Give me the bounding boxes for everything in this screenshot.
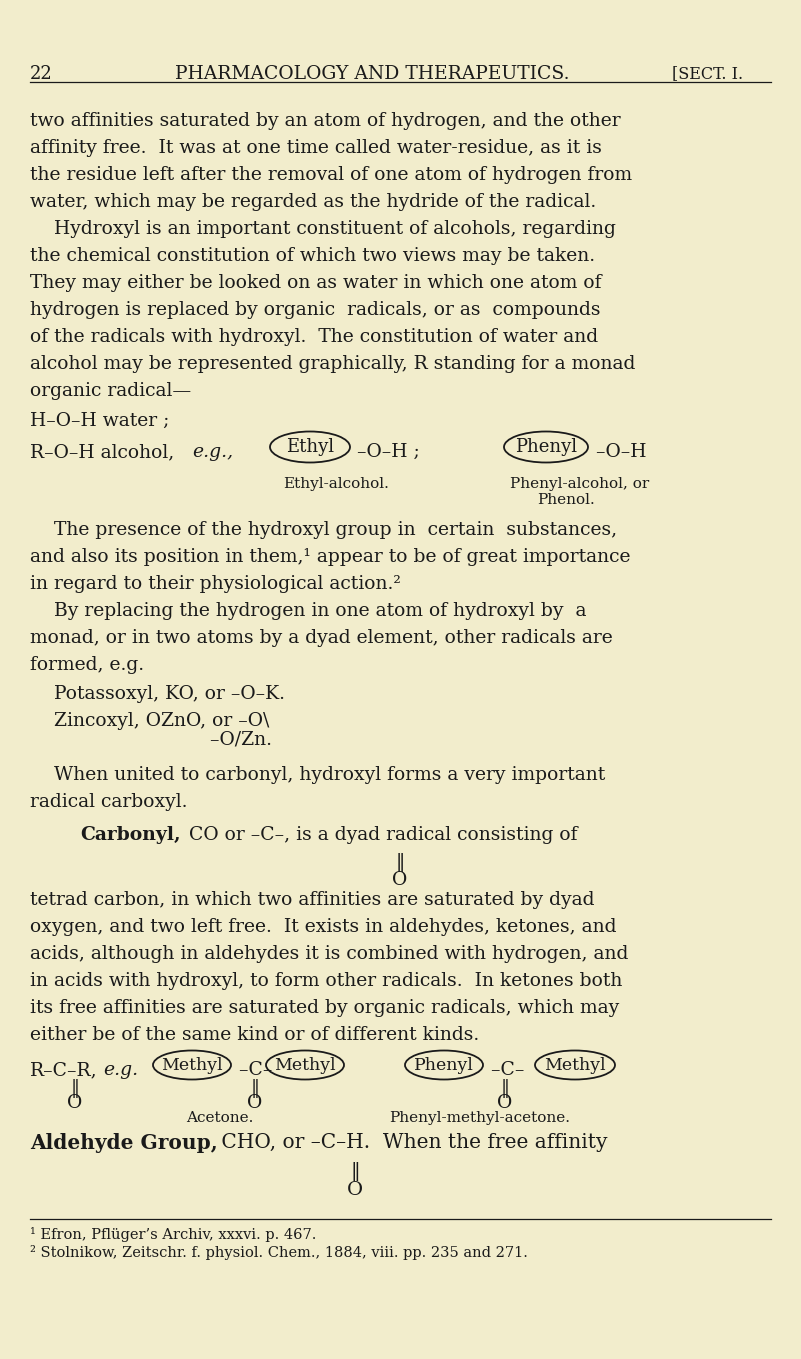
Text: of the radicals with hydroxyl.  The constitution of water and: of the radicals with hydroxyl. The const… bbox=[30, 328, 598, 347]
Text: O: O bbox=[67, 1094, 83, 1112]
Text: either be of the same kind or of different kinds.: either be of the same kind or of differe… bbox=[30, 1026, 479, 1044]
Text: [SECT. I.: [SECT. I. bbox=[672, 65, 743, 82]
Text: Zincoxyl, OZnO, or –O\: Zincoxyl, OZnO, or –O\ bbox=[30, 712, 269, 730]
Text: formed, e.g.: formed, e.g. bbox=[30, 656, 144, 674]
Text: Acetone.: Acetone. bbox=[187, 1112, 254, 1125]
Text: H–O–H water ;: H–O–H water ; bbox=[30, 412, 169, 429]
Text: By replacing the hydrogen in one atom of hydroxyl by  a: By replacing the hydrogen in one atom of… bbox=[30, 602, 586, 620]
Text: in acids with hydroxyl, to form other radicals.  In ketones both: in acids with hydroxyl, to form other ra… bbox=[30, 972, 622, 989]
Text: two affinities saturated by an atom of hydrogen, and the other: two affinities saturated by an atom of h… bbox=[30, 111, 621, 130]
Text: ¹ Efron, Pflüger’s Archiv, xxxvi. p. 467.: ¹ Efron, Pflüger’s Archiv, xxxvi. p. 467… bbox=[30, 1227, 316, 1242]
Text: and also its position in them,¹ appear to be of great importance: and also its position in them,¹ appear t… bbox=[30, 548, 630, 565]
Text: radical carboxyl.: radical carboxyl. bbox=[30, 794, 187, 811]
Text: Potassoxyl, KO, or –O–K.: Potassoxyl, KO, or –O–K. bbox=[30, 685, 285, 703]
Text: 22: 22 bbox=[30, 65, 53, 83]
Text: ‖: ‖ bbox=[501, 1079, 509, 1098]
Text: ‖: ‖ bbox=[251, 1079, 260, 1098]
Text: –O/Zn.: –O/Zn. bbox=[30, 731, 272, 749]
Text: Phenol.: Phenol. bbox=[537, 493, 595, 507]
Text: organic radical—: organic radical— bbox=[30, 382, 191, 400]
Text: O: O bbox=[347, 1181, 363, 1199]
Text: R–C–R,: R–C–R, bbox=[30, 1061, 98, 1079]
Text: Ethyl-alcohol.: Ethyl-alcohol. bbox=[283, 477, 388, 491]
Text: O: O bbox=[392, 871, 408, 889]
Text: –C–: –C– bbox=[233, 1061, 272, 1079]
Text: Aldehyde Group,: Aldehyde Group, bbox=[30, 1133, 218, 1152]
Text: ‖: ‖ bbox=[396, 853, 405, 872]
Text: the residue left after the removal of one atom of hydrogen from: the residue left after the removal of on… bbox=[30, 166, 632, 183]
Text: Hydroxyl is an important constituent of alcohols, regarding: Hydroxyl is an important constituent of … bbox=[30, 220, 616, 238]
Text: e.g.,: e.g., bbox=[192, 443, 233, 461]
Text: Ethyl: Ethyl bbox=[286, 438, 334, 457]
Text: –O–H: –O–H bbox=[590, 443, 646, 461]
Text: Carbonyl,: Carbonyl, bbox=[80, 826, 180, 844]
Text: Phenyl: Phenyl bbox=[515, 438, 577, 457]
Text: oxygen, and two left free.  It exists in aldehydes, ketones, and: oxygen, and two left free. It exists in … bbox=[30, 917, 617, 936]
Text: O: O bbox=[497, 1094, 513, 1112]
Text: Phenyl: Phenyl bbox=[414, 1056, 474, 1074]
Text: monad, or in two atoms by a dyad element, other radicals are: monad, or in two atoms by a dyad element… bbox=[30, 629, 613, 647]
Text: Methyl: Methyl bbox=[274, 1056, 336, 1074]
Text: CO or –C–, is a dyad radical consisting of: CO or –C–, is a dyad radical consisting … bbox=[183, 826, 578, 844]
Text: Methyl: Methyl bbox=[544, 1056, 606, 1074]
Text: hydrogen is replaced by organic  radicals, or as  compounds: hydrogen is replaced by organic radicals… bbox=[30, 300, 601, 319]
Text: ‖: ‖ bbox=[70, 1079, 79, 1098]
Text: R–O–H alcohol,: R–O–H alcohol, bbox=[30, 443, 180, 461]
Text: Phenyl-methyl-acetone.: Phenyl-methyl-acetone. bbox=[389, 1112, 570, 1125]
Text: PHARMACOLOGY AND THERAPEUTICS.: PHARMACOLOGY AND THERAPEUTICS. bbox=[175, 65, 570, 83]
Text: e.g.: e.g. bbox=[103, 1061, 138, 1079]
Text: The presence of the hydroxyl group in  certain  substances,: The presence of the hydroxyl group in ce… bbox=[30, 520, 617, 540]
Text: –C–: –C– bbox=[485, 1061, 525, 1079]
Text: tetrad carbon, in which two affinities are saturated by dyad: tetrad carbon, in which two affinities a… bbox=[30, 892, 594, 909]
Text: in regard to their physiological action.²: in regard to their physiological action.… bbox=[30, 575, 400, 593]
Text: CHO, or –C–H.  When the free affinity: CHO, or –C–H. When the free affinity bbox=[215, 1133, 607, 1152]
Text: water, which may be regarded as the hydride of the radical.: water, which may be regarded as the hydr… bbox=[30, 193, 596, 211]
Text: the chemical constitution of which two views may be taken.: the chemical constitution of which two v… bbox=[30, 247, 595, 265]
Text: its free affinities are saturated by organic radicals, which may: its free affinities are saturated by org… bbox=[30, 999, 619, 1017]
Text: Methyl: Methyl bbox=[161, 1056, 223, 1074]
Text: O: O bbox=[248, 1094, 263, 1112]
Text: affinity free.  It was at one time called water-residue, as it is: affinity free. It was at one time called… bbox=[30, 139, 602, 158]
Text: acids, although in aldehydes it is combined with hydrogen, and: acids, although in aldehydes it is combi… bbox=[30, 945, 628, 964]
Text: alcohol may be represented graphically, R standing for a monad: alcohol may be represented graphically, … bbox=[30, 355, 635, 372]
Text: Phenyl-alcohol, or: Phenyl-alcohol, or bbox=[510, 477, 650, 491]
Text: ² Stolnikow, Zeitschr. f. physiol. Chem., 1884, viii. pp. 235 and 271.: ² Stolnikow, Zeitschr. f. physiol. Chem.… bbox=[30, 1245, 528, 1260]
Text: They may either be looked on as water in which one atom of: They may either be looked on as water in… bbox=[30, 275, 602, 292]
Text: When united to carbonyl, hydroxyl forms a very important: When united to carbonyl, hydroxyl forms … bbox=[30, 766, 606, 784]
Text: –O–H ;: –O–H ; bbox=[351, 443, 420, 461]
Text: ‖: ‖ bbox=[350, 1162, 360, 1181]
